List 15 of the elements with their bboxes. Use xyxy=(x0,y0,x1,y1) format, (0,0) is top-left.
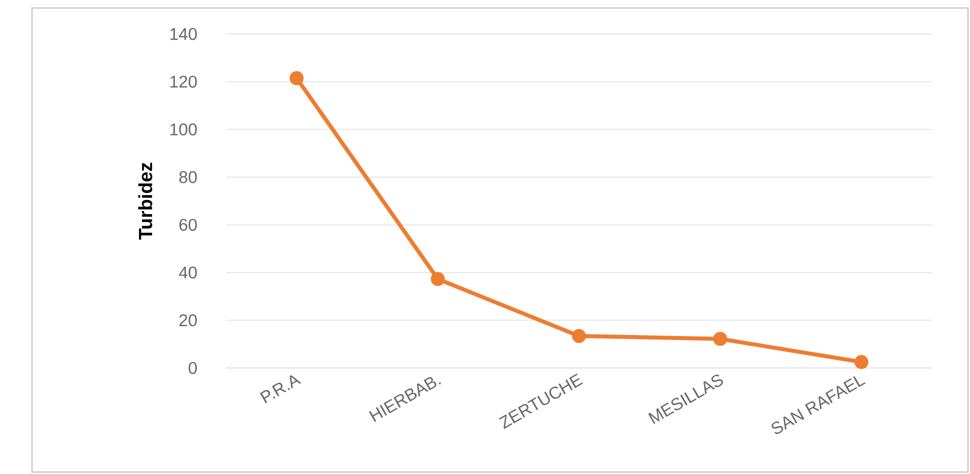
y-axis-title: Turbidez xyxy=(138,162,152,240)
y-tick-label: 100 xyxy=(170,123,197,136)
point xyxy=(572,329,586,344)
point xyxy=(430,272,445,286)
y-tick-label: 60 xyxy=(179,218,197,231)
y-tick-label: 40 xyxy=(178,266,197,279)
y-tick-label: 120 xyxy=(170,76,197,88)
y-tick-label: 80 xyxy=(179,171,197,184)
point xyxy=(713,332,728,346)
y-tick-label: 140 xyxy=(170,28,197,40)
point xyxy=(854,355,868,370)
y-tick-label: 20 xyxy=(179,314,197,326)
x-tick-label: P.R.A xyxy=(260,375,302,404)
y-tick-label: 0 xyxy=(188,362,197,374)
point xyxy=(290,71,304,86)
